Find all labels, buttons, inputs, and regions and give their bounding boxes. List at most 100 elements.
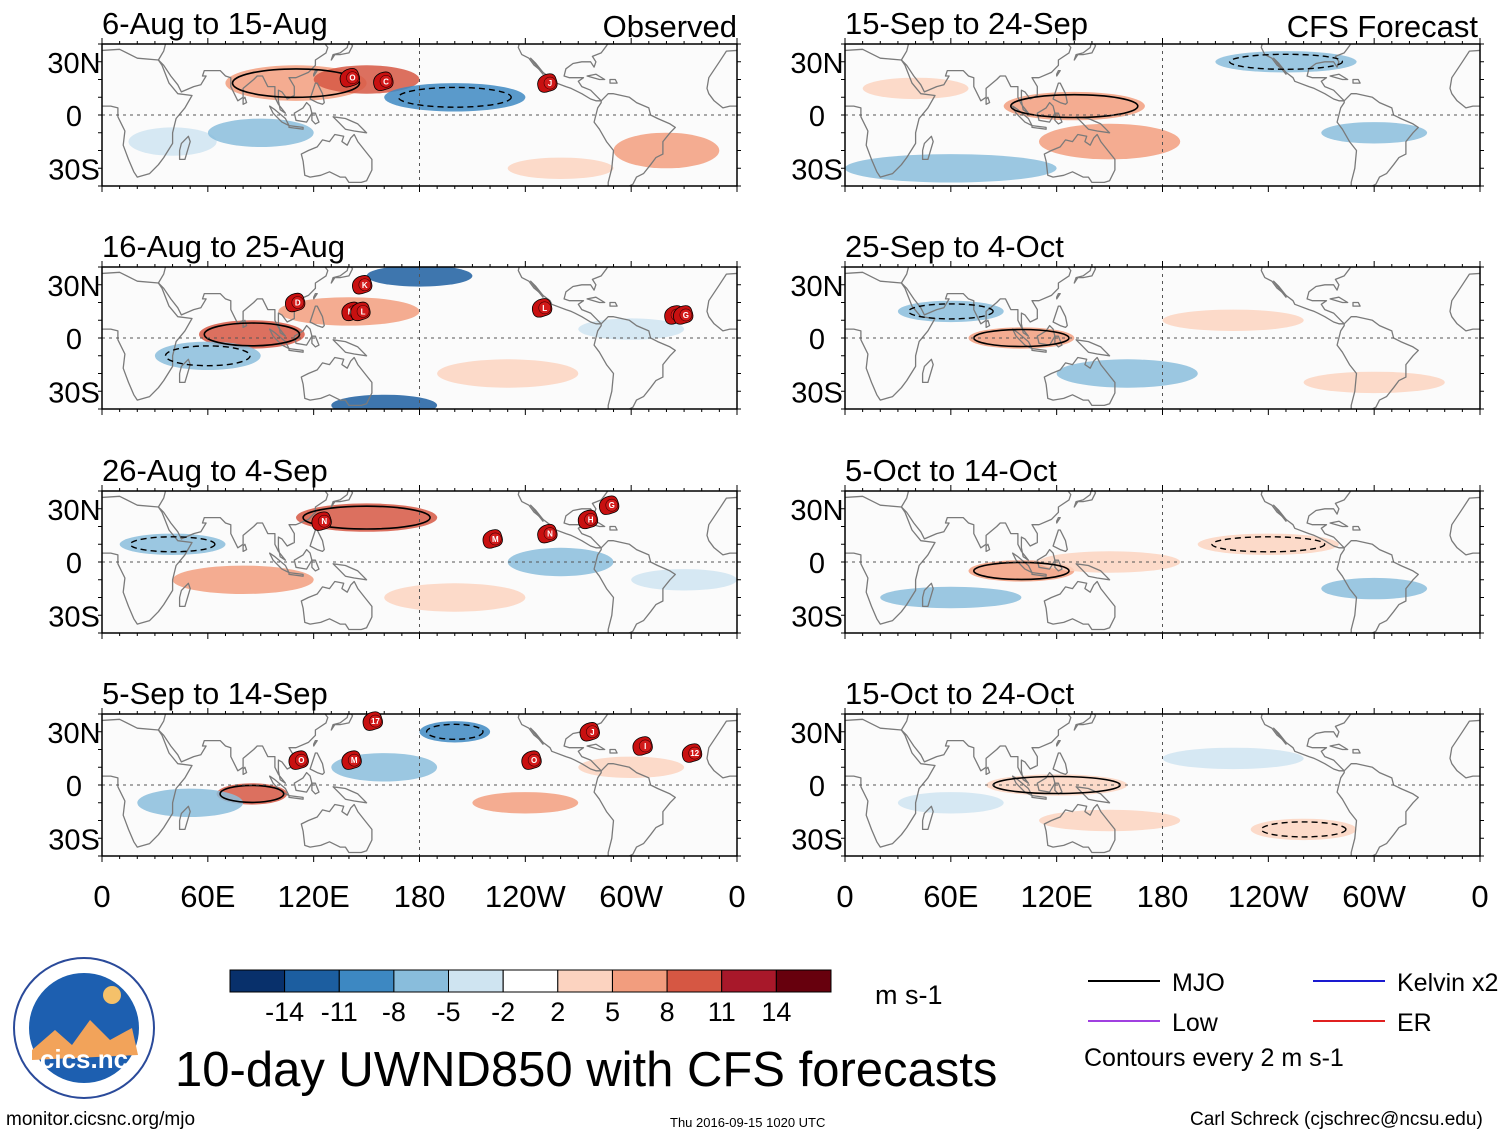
colorbar-label: -14 <box>265 997 304 1027</box>
legend-label: ER <box>1397 1009 1432 1037</box>
coastline <box>102 718 193 848</box>
coastline <box>1073 267 1097 284</box>
coastline <box>313 69 318 77</box>
y-tick-label: 30S <box>791 154 843 186</box>
colorbar-label: 14 <box>761 997 791 1027</box>
wind-anomaly-shading <box>897 792 1004 814</box>
coastline <box>1054 335 1063 348</box>
coastline <box>1043 133 1116 184</box>
coastline <box>1260 267 1352 325</box>
storm-label: K <box>362 281 368 290</box>
y-tick-label: 0 <box>809 324 825 356</box>
coastline <box>609 301 618 307</box>
coastline <box>1272 727 1287 745</box>
wind-anomaly-shading <box>1321 122 1428 144</box>
x-tick-label: 60E <box>923 879 978 914</box>
logo-sun <box>103 986 121 1004</box>
storm-marker: O <box>521 750 542 770</box>
storm-icon-core <box>317 514 331 528</box>
coastline <box>845 48 936 178</box>
map-layer <box>102 44 737 186</box>
storm-label: L <box>361 307 366 316</box>
colorbar-label: -8 <box>382 997 406 1027</box>
footer-source-link[interactable]: monitor.cicsnc.org/mjo <box>6 1109 196 1130</box>
coastline <box>1052 82 1068 105</box>
x-tick-label: 180 <box>394 879 446 914</box>
map-panel: O M 17 O J I 12 <box>98 708 741 862</box>
x-tick-label: 120E <box>1020 879 1092 914</box>
coastline <box>1043 580 1116 631</box>
coastline <box>242 543 248 553</box>
y-tick-label: 30S <box>48 601 100 633</box>
storm-icon-core <box>527 753 541 767</box>
coastline <box>921 358 934 384</box>
logo-text: cics.nc <box>40 1044 128 1074</box>
x-tick-label: 0 <box>836 879 853 914</box>
storm-icon-core <box>356 305 370 318</box>
coastline <box>985 319 991 329</box>
colorbar-swatch <box>502 969 559 993</box>
storm-icon-core <box>369 714 382 728</box>
wind-anomaly-shading <box>507 157 614 179</box>
coastline <box>300 133 373 184</box>
wind-anomaly-shading <box>578 318 685 340</box>
wind-anomaly-shading <box>845 154 1057 183</box>
coastline <box>900 491 1072 561</box>
y-tick-label: 30S <box>48 377 100 409</box>
colorbar-swatch <box>338 969 395 993</box>
coastline <box>309 305 325 329</box>
wind-anomaly-shading <box>1321 577 1428 600</box>
wind-anomaly-shading <box>207 118 314 147</box>
wind-anomaly-shading <box>437 359 579 388</box>
mjo-contour <box>302 505 431 530</box>
coastline <box>1036 548 1056 570</box>
coastline <box>1056 292 1061 300</box>
coastline <box>921 135 934 161</box>
coastline <box>1352 78 1361 84</box>
coastline <box>1056 69 1061 77</box>
coastline <box>178 358 191 384</box>
coastline <box>517 267 609 325</box>
coastline <box>985 96 991 105</box>
mjo-contour-negative <box>164 345 251 367</box>
storm-icon-core <box>543 527 557 540</box>
coastline <box>1352 301 1361 307</box>
coastline <box>178 805 191 831</box>
x-tick-label: 120W <box>485 879 567 914</box>
y-tick-label: 0 <box>66 101 82 133</box>
legend-note: Contours every 2 m s-1 <box>1084 1044 1344 1072</box>
coastline <box>1352 525 1361 531</box>
storm-label: D <box>295 299 301 308</box>
wind-anomaly-shading <box>880 586 1022 609</box>
figure-title: 10-day UWND850 with CFS forecasts <box>175 1043 998 1097</box>
coastline <box>985 543 991 553</box>
y-tick-label: 0 <box>66 548 82 580</box>
colorbar-label: 5 <box>605 997 620 1027</box>
colorbar-swatch <box>448 969 504 993</box>
coastline <box>1043 356 1116 407</box>
storm-marker: M <box>341 750 362 770</box>
coastline <box>293 324 313 346</box>
footer-timestamp: Thu 2016-09-15 1020 UTC <box>670 1115 826 1130</box>
panel-period-label: 5-Oct to 14-Oct <box>845 453 1057 488</box>
coastline <box>985 766 991 776</box>
wind-anomaly-shading <box>331 394 438 409</box>
coastline <box>300 580 373 631</box>
panel-period-label: 6-Aug to 15-Aug <box>102 6 328 41</box>
y-tick-label: 0 <box>66 771 82 803</box>
map-layer <box>845 491 1480 633</box>
y-tick-label: 0 <box>809 548 825 580</box>
storm-label: O <box>531 756 537 765</box>
storm-label: N <box>321 517 327 526</box>
panel-period-label: 15-Sep to 24-Sep <box>845 6 1088 41</box>
coastline <box>332 563 368 581</box>
coastline <box>242 766 248 776</box>
colorbar-label: 2 <box>550 997 565 1027</box>
legend-label: Kelvin x2 <box>1397 969 1498 997</box>
coastline <box>1056 739 1061 747</box>
y-tick-label: 30N <box>47 271 100 303</box>
coastline <box>1260 491 1352 549</box>
wind-anomaly-shading <box>507 547 614 577</box>
coastline <box>921 582 934 608</box>
storm-marker: N <box>311 511 332 531</box>
